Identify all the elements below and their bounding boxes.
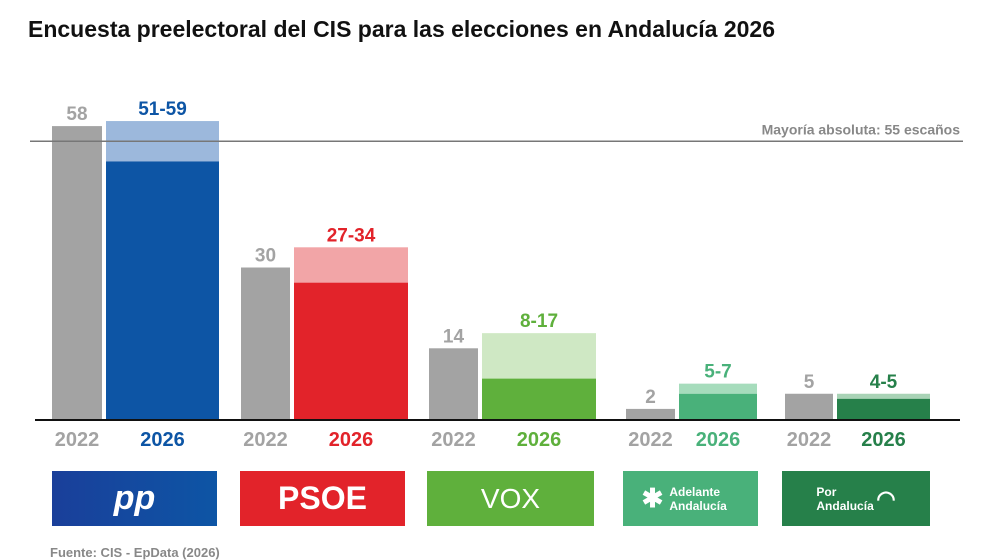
logo-psoe-text: PSOE	[278, 480, 367, 516]
bar-2026-range	[837, 393, 930, 399]
bar-2022	[626, 408, 675, 419]
x-tick-2022: 2022	[431, 429, 476, 451]
bar-2026-min	[106, 161, 219, 419]
bar-2022	[52, 126, 102, 419]
bar-2022	[785, 393, 833, 419]
bar-chart: 58 51-59 2022 2026 30 27-34 2022 2026 14 8-17 2022…	[30, 99, 963, 451]
value-label-2026: 8-17	[520, 311, 558, 332]
logo-vox: VOX	[427, 471, 594, 526]
logo-por-andalucia: Por Andalucía ◠	[782, 471, 930, 526]
source-note: Fuente: CIS - EpData (2026)	[50, 545, 220, 560]
bar-2026-min	[294, 282, 408, 419]
value-label-2026: 4-5	[870, 372, 898, 393]
logo-por-text: Por Andalucía	[816, 484, 874, 513]
logo-psoe: PSOE	[240, 471, 405, 526]
x-tick-2026: 2026	[861, 429, 906, 451]
value-label-2022: 58	[66, 104, 87, 125]
x-tick-2026: 2026	[140, 429, 185, 451]
logo-adelante-andalucia: ✱ Adelante Andalucía	[623, 471, 758, 526]
value-label-2022: 14	[443, 326, 465, 347]
x-tick-2022: 2022	[628, 429, 673, 451]
x-tick-2022: 2022	[55, 429, 100, 451]
logo-vox-text: VOX	[480, 482, 541, 514]
logo-pp-text: pp	[113, 479, 156, 517]
bar-2026-range	[482, 333, 596, 379]
logo-adelante-text: Adelante Andalucía	[669, 484, 727, 513]
x-tick-2022: 2022	[243, 429, 288, 451]
value-label-2022: 5	[804, 372, 815, 393]
x-tick-2026: 2026	[696, 429, 741, 451]
bar-2022	[429, 348, 478, 419]
logo-pp: pp	[52, 471, 217, 526]
x-tick-2026: 2026	[517, 429, 562, 451]
value-label-2026: 27-34	[327, 225, 376, 246]
arc-icon: ◠	[876, 485, 896, 511]
bar-2026-min	[837, 398, 930, 419]
value-label-2022: 30	[255, 246, 276, 267]
x-tick-2022: 2022	[787, 429, 832, 451]
bar-2026-range	[294, 247, 408, 283]
x-tick-2026: 2026	[329, 429, 374, 451]
bar-2026-range	[679, 383, 757, 394]
value-label-2026: 5-7	[704, 362, 731, 383]
majority-label: Mayoría absoluta: 55 escaños	[762, 121, 961, 137]
chart-title: Encuesta preelectoral del CIS para las e…	[28, 16, 775, 42]
bar-2026-min	[679, 393, 757, 419]
value-label-2022: 2	[645, 387, 656, 408]
bar-2022	[241, 267, 290, 419]
value-label-2026: 51-59	[138, 99, 187, 120]
bar-2026-min	[482, 378, 596, 419]
star-leaf-icon: ✱	[641, 483, 664, 513]
